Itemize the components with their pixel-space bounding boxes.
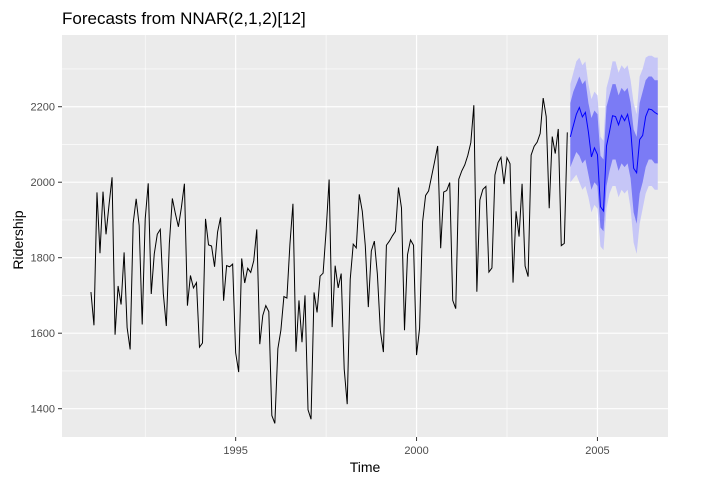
x-tick-label: 1995 bbox=[223, 445, 247, 457]
x-tick-label: 2000 bbox=[404, 445, 428, 457]
y-axis: 1400 1600 1800 2000 2200 bbox=[31, 102, 62, 416]
x-axis-title: Time bbox=[350, 459, 381, 475]
x-axis: 1995 2000 2005 bbox=[223, 437, 610, 457]
prediction-interval-80 bbox=[570, 76, 658, 232]
y-tick-label: 2200 bbox=[31, 102, 55, 114]
y-tick-label: 1800 bbox=[31, 253, 55, 265]
plot-panel bbox=[62, 35, 668, 437]
y-tick-label: 1600 bbox=[31, 328, 55, 340]
series-line-history bbox=[90, 97, 568, 424]
chart-title: Forecasts from NNAR(2,1,2)[12] bbox=[62, 9, 306, 28]
grid-major bbox=[62, 35, 668, 437]
y-tick-label: 2000 bbox=[31, 177, 55, 189]
x-tick-label: 2005 bbox=[585, 445, 609, 457]
y-axis-title: Ridership bbox=[10, 210, 26, 269]
y-tick-label: 1400 bbox=[31, 404, 55, 416]
series-line-forecast bbox=[569, 106, 659, 213]
